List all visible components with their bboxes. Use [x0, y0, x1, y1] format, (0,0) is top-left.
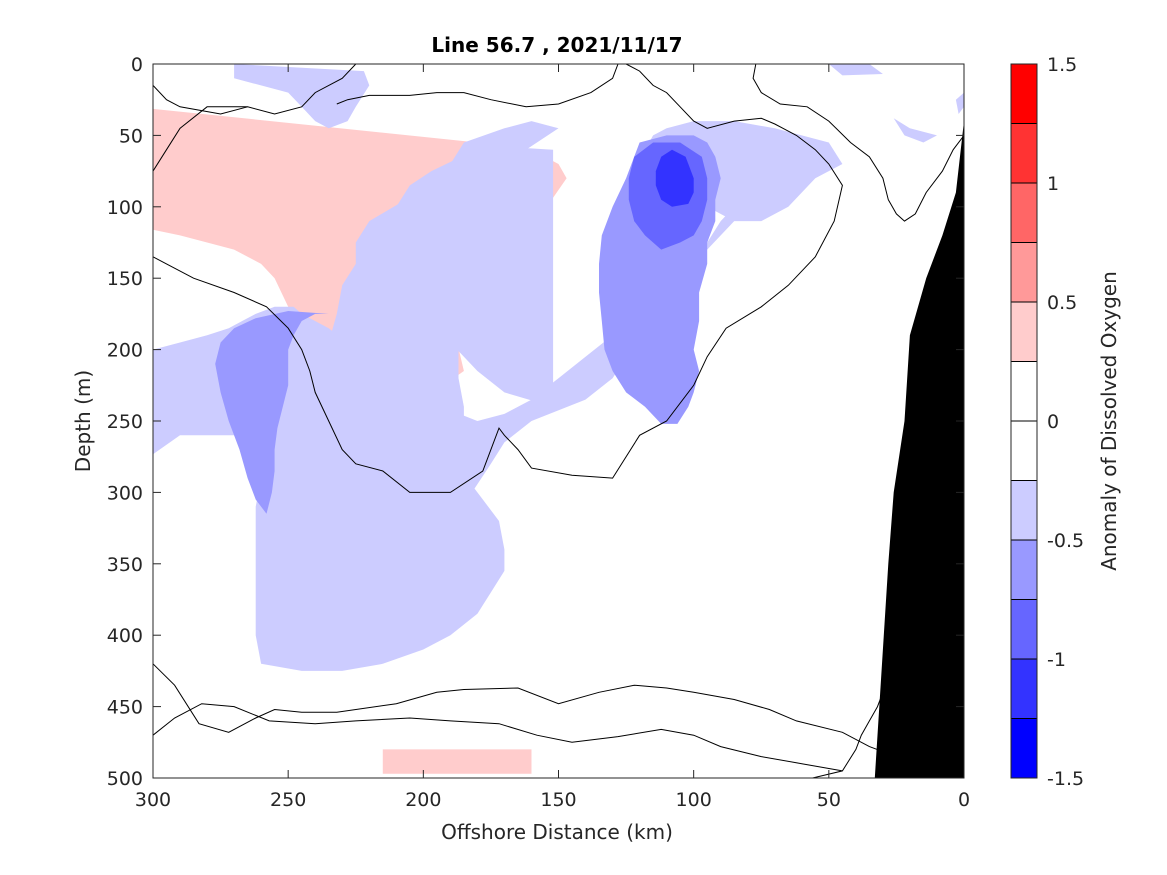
colorbar-tick-label: 1.5	[1047, 54, 1077, 76]
zero-contour-line-5	[153, 64, 248, 115]
zero-contour-line-3	[336, 64, 619, 108]
y-tick-label: 0	[131, 54, 143, 76]
colorbar-band	[1011, 659, 1037, 719]
colorbar-label: Anomaly of Dissolved Oxygen	[1097, 271, 1121, 571]
x-tick-label: 150	[540, 789, 576, 811]
contour-region-neg_0_5-6	[215, 311, 329, 514]
chart-title: Line 56.7 , 2021/11/17	[431, 33, 682, 57]
colorbar-tick-label: -1.5	[1047, 768, 1084, 790]
contour-region-neg_0_25-11	[893, 118, 937, 143]
x-axis-label: Offshore Distance (km)	[441, 820, 673, 844]
colorbar-band	[1011, 242, 1037, 302]
colorbar: 1.5 1 0.5 0 -0.5 -1 -1.5	[1010, 54, 1084, 790]
colorbar-tick-label: -0.5	[1047, 530, 1084, 552]
y-tick-label: 100	[107, 197, 143, 219]
zero-contour-line-0	[153, 64, 357, 172]
colorbar-tick-label: 0.5	[1047, 292, 1077, 314]
zero-contour-line-6	[752, 64, 964, 222]
x-tick-label: 50	[817, 789, 841, 811]
colorbar-band	[1011, 183, 1037, 243]
contour-region-neg_0_25-12	[955, 92, 964, 114]
contour-region-neg_1_0-9	[655, 149, 694, 207]
colorbar-band	[1011, 302, 1037, 362]
y-tick-label: 150	[107, 268, 143, 290]
y-tick-label: 450	[107, 697, 143, 719]
y-tick-label: 200	[107, 340, 143, 362]
y-axis-label: Depth (m)	[71, 370, 95, 472]
zero-contour-line-1	[153, 663, 964, 772]
colorbar-band	[1011, 421, 1037, 481]
colorbar-tick-label: -1	[1047, 649, 1066, 671]
x-tick-label: 100	[676, 789, 712, 811]
contour-region-pos_0_25-1	[382, 749, 532, 774]
colorbar-band	[1011, 64, 1037, 124]
x-tick-label: 200	[405, 789, 441, 811]
contour-region-neg_0_25-13	[828, 64, 883, 76]
colorbar-band	[1011, 123, 1037, 183]
zero-contour-line-2	[153, 703, 843, 772]
colorbar-tick-label: 0	[1047, 411, 1059, 433]
colorbar-band	[1011, 480, 1037, 540]
colorbar-band	[1011, 599, 1037, 659]
y-tick-label: 500	[107, 768, 143, 790]
colorbar-band	[1011, 361, 1037, 421]
y-tick-label: 50	[119, 125, 143, 147]
y-tick-label: 400	[107, 625, 143, 647]
colorbar-band	[1011, 540, 1037, 600]
zero-contour-line-4	[153, 64, 843, 493]
y-tick-label: 350	[107, 554, 143, 576]
colorbar-tick-label: 1	[1047, 173, 1059, 195]
contour-region-neg_0_25-10	[234, 64, 370, 129]
x-tick-label: 0	[958, 789, 970, 811]
y-tick-label: 300	[107, 482, 143, 504]
land-mask	[874, 121, 964, 778]
x-tick-label: 250	[270, 789, 306, 811]
x-tick-label: 300	[135, 789, 171, 811]
contour-region-neg_0_25-4	[255, 121, 559, 671]
plot-area: 300 250 200 150 100 50 0 050100150200250300350…	[107, 54, 970, 811]
colorbar-band	[1011, 718, 1037, 778]
y-tick-label: 250	[107, 411, 143, 433]
